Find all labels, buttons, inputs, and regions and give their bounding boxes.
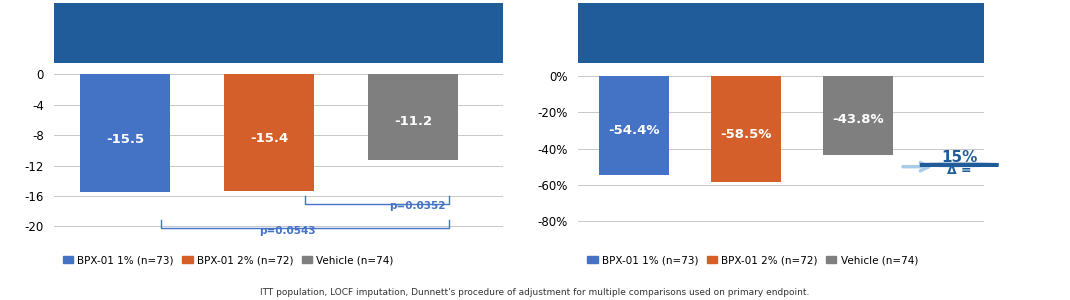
Text: -54.4%: -54.4% <box>608 124 659 137</box>
Text: p=0.0543: p=0.0543 <box>259 226 316 236</box>
Text: Δ =: Δ = <box>947 164 972 177</box>
Text: ITT population, LOCF imputation, Dunnett's procedure of adjustment for multiple : ITT population, LOCF imputation, Dunnett… <box>260 288 810 297</box>
Bar <box>710 76 781 182</box>
Legend: BPX-01 1% (n=73), BPX-01 2% (n=72), Vehicle (n=74): BPX-01 1% (n=73), BPX-01 2% (n=72), Vehi… <box>59 251 398 269</box>
Bar <box>225 74 315 191</box>
Text: -15.5: -15.5 <box>106 133 144 146</box>
Bar <box>368 74 458 160</box>
Text: -11.2: -11.2 <box>394 115 432 128</box>
Text: -15.4: -15.4 <box>250 132 288 145</box>
Circle shape <box>920 164 998 165</box>
Text: Primary Endpoint: Absolute mean change in
inflammatory lesions at week 12: Primary Endpoint: Absolute mean change i… <box>113 20 443 50</box>
Text: -43.8%: -43.8% <box>832 113 884 126</box>
Text: -58.5%: -58.5% <box>720 128 771 141</box>
Legend: BPX-01 1% (n=73), BPX-01 2% (n=72), Vehicle (n=74): BPX-01 1% (n=73), BPX-01 2% (n=72), Vehi… <box>583 251 922 269</box>
Text: 15%: 15% <box>941 150 977 165</box>
Bar <box>599 76 669 175</box>
Text: p=0.0352: p=0.0352 <box>388 201 445 211</box>
Text: Percent reduction in
inflammatory lesions at week 12: Percent reduction in inflammatory lesion… <box>659 20 903 50</box>
Bar <box>823 76 893 155</box>
Bar <box>80 74 170 192</box>
